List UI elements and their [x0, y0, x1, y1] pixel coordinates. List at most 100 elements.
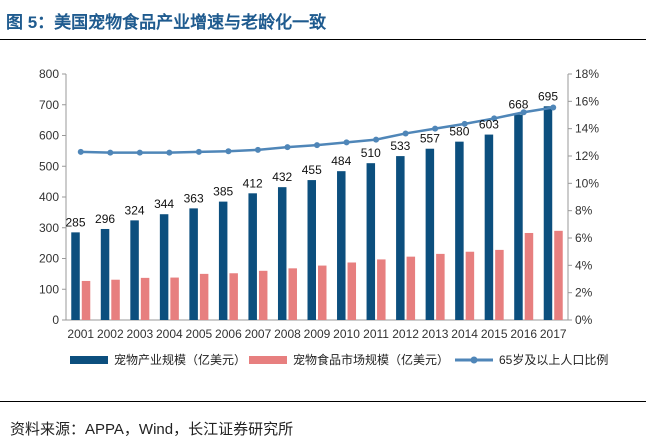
bar-industry	[484, 134, 494, 320]
line-marker	[195, 148, 202, 155]
right-tick-label: 0%	[575, 313, 593, 327]
bar-industry	[248, 193, 257, 320]
x-tick-label: 2002	[97, 327, 124, 341]
bar-value-label: 412	[243, 176, 263, 190]
left-tick-label: 0	[52, 313, 59, 327]
bar-value-label: 557	[420, 132, 440, 146]
bar-value-label: 668	[508, 98, 528, 112]
bar-food	[288, 268, 297, 320]
bar-industry	[218, 201, 228, 320]
right-tick-label: 8%	[575, 204, 593, 218]
right-tick-label: 4%	[575, 258, 593, 272]
line-marker	[314, 142, 320, 149]
bar-food	[495, 249, 504, 320]
x-tick-label: 2005	[186, 327, 213, 341]
bar-value-label: 296	[95, 212, 115, 226]
bar-industry	[514, 114, 523, 320]
line-marker	[491, 115, 498, 122]
line-marker	[254, 146, 261, 153]
legend-label-industry: 宠物产业规模（亿美元）	[114, 352, 246, 367]
right-tick-label: 12%	[575, 149, 599, 163]
bar-food	[347, 262, 357, 320]
bar-food	[554, 230, 563, 320]
line-marker	[550, 104, 557, 111]
bar-food	[258, 270, 268, 320]
right-tick-label: 2%	[575, 286, 593, 300]
line-marker	[373, 136, 380, 143]
bar-food	[465, 251, 475, 320]
bar-industry	[396, 156, 405, 320]
line-marker	[166, 149, 173, 156]
legend-marker-aging	[470, 356, 478, 364]
bar-industry	[71, 232, 80, 320]
left-tick-label: 300	[39, 221, 59, 235]
x-tick-label: 2011	[363, 327, 389, 341]
x-tick-label: 2015	[481, 327, 508, 341]
line-marker	[520, 109, 527, 116]
line-marker	[402, 130, 409, 137]
bar-value-label: 533	[390, 139, 410, 153]
line-marker	[136, 149, 143, 156]
left-tick-label: 800	[39, 67, 59, 81]
x-tick-label: 2012	[392, 327, 419, 341]
left-tick-label: 500	[39, 159, 59, 173]
x-tick-label: 2007	[245, 327, 272, 341]
bar-value-label: 510	[361, 146, 381, 160]
line-marker	[284, 144, 291, 151]
bar-industry	[277, 187, 287, 320]
legend-label-food: 宠物食品市场规模（亿美元）	[293, 352, 449, 367]
bar-industry	[100, 228, 110, 320]
x-tick-label: 2013	[422, 327, 449, 341]
left-tick-label: 200	[39, 252, 59, 266]
bar-food	[140, 277, 150, 320]
bar-value-label: 324	[125, 203, 145, 217]
x-tick-label: 2014	[451, 327, 478, 341]
bar-food	[170, 277, 179, 320]
bar-food	[199, 273, 209, 320]
bar-value-label: 385	[213, 185, 233, 199]
x-tick-label: 2004	[156, 327, 183, 341]
left-tick-label: 600	[39, 129, 59, 143]
bar-food	[406, 256, 416, 320]
bar-industry	[366, 163, 376, 320]
bar-food	[377, 259, 386, 320]
bar-food	[229, 273, 238, 320]
right-tick-label: 14%	[575, 122, 599, 136]
left-tick-label: 700	[39, 98, 59, 112]
legend-label-aging: 65岁及以上人口比例	[499, 352, 608, 367]
bar-industry	[159, 214, 169, 320]
figure-title: 图 5：美国宠物食品产业增速与老龄化一致	[6, 13, 327, 32]
bar-food	[81, 280, 91, 320]
x-tick-label: 2006	[215, 327, 242, 341]
x-tick-label: 2009	[304, 327, 331, 341]
bar-food	[111, 279, 120, 320]
bar-industry	[307, 180, 316, 320]
combo-chart: 0 100 200 300 400 500 600 700 800 0% 2% 4% 6% 8% 10% 12…	[39, 67, 608, 367]
bar-value-label: 580	[449, 125, 469, 139]
x-tick-label: 2003	[126, 327, 153, 341]
bar-value-label: 363	[184, 191, 204, 205]
legend-swatch-food	[249, 356, 287, 364]
bar-food	[318, 265, 327, 320]
footer-divider	[0, 401, 646, 402]
bar-value-label: 484	[331, 154, 351, 168]
bar-value-label: 344	[154, 197, 174, 211]
bar-industry	[455, 141, 464, 320]
x-tick-label: 2010	[333, 327, 360, 341]
bar-food	[436, 253, 445, 320]
bar-industry	[189, 208, 198, 320]
bar-value-label: 695	[538, 89, 558, 103]
bar-industry	[337, 171, 346, 320]
source-note: 资料来源：APPA，Wind，长江证券研究所	[10, 421, 294, 438]
left-tick-label: 400	[39, 190, 59, 204]
x-tick-label: 2001	[67, 327, 94, 341]
bar-value-label: 603	[479, 118, 499, 132]
right-tick-label: 16%	[575, 94, 599, 108]
x-tick-label: 2017	[540, 327, 567, 341]
bar-value-label: 432	[272, 170, 292, 184]
right-tick-label: 6%	[575, 231, 593, 245]
x-tick-label: 2016	[510, 327, 537, 341]
line-marker	[225, 148, 232, 155]
x-tick-label: 2008	[274, 327, 301, 341]
legend-swatch-industry	[70, 356, 108, 364]
